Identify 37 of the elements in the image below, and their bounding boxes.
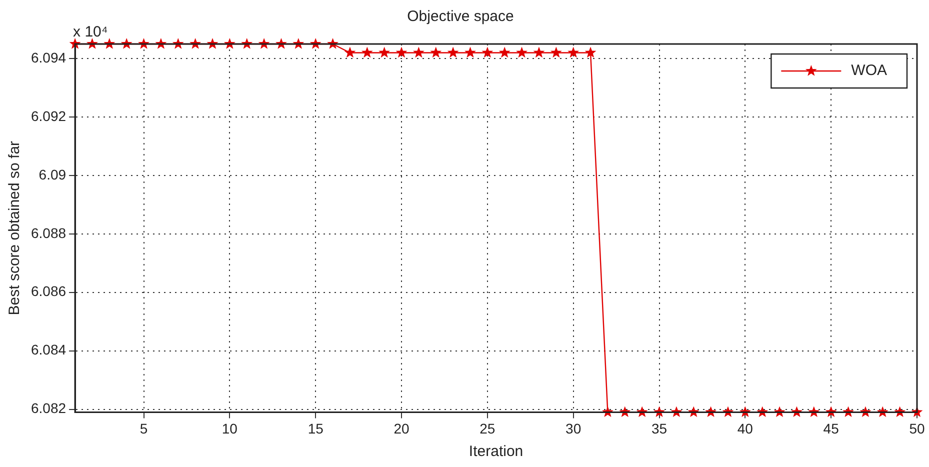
y-tick-label: 6.082 (30, 400, 66, 416)
x-tick-label: 40 (737, 420, 754, 436)
x-tick-label: 25 (480, 420, 496, 436)
x-axis-title: Iteration (468, 443, 524, 460)
text: x 10⁴ (73, 24, 108, 41)
y-axis-title: Best score obtained so far (6, 140, 24, 316)
y-tick-label: 6.088 (30, 224, 66, 241)
point (516, 46, 528, 58)
point (344, 46, 356, 58)
point (584, 46, 596, 58)
point (378, 46, 390, 58)
x-tick-label: 15 (308, 420, 324, 436)
point (498, 46, 510, 58)
x-tick-label: 30 (566, 420, 582, 436)
point (447, 46, 459, 58)
x-tick-label: 5 (140, 420, 148, 436)
x-tick-label: 45 (823, 420, 840, 436)
y-tick-label: 6.094 (30, 49, 66, 66)
point (550, 46, 562, 58)
y-tick-label: 6.09 (38, 166, 66, 182)
point (412, 46, 424, 58)
x-tick-label: 20 (394, 420, 410, 436)
point (568, 46, 580, 58)
y-tick-label: 6.086 (30, 283, 66, 300)
x-tick-label: 50 (909, 420, 925, 436)
point (396, 46, 408, 58)
y-tick-label: 6.084 (30, 342, 66, 358)
point (482, 46, 494, 58)
point (464, 46, 476, 58)
x-tick-label: 35 (651, 420, 668, 436)
legend-label: WOA (851, 62, 888, 80)
point (533, 46, 545, 58)
y-tick-label: 6.092 (30, 108, 66, 124)
chart-title: Objective space (407, 8, 514, 26)
point (430, 46, 442, 58)
x-tick-label: 10 (222, 420, 238, 436)
point (361, 46, 373, 58)
